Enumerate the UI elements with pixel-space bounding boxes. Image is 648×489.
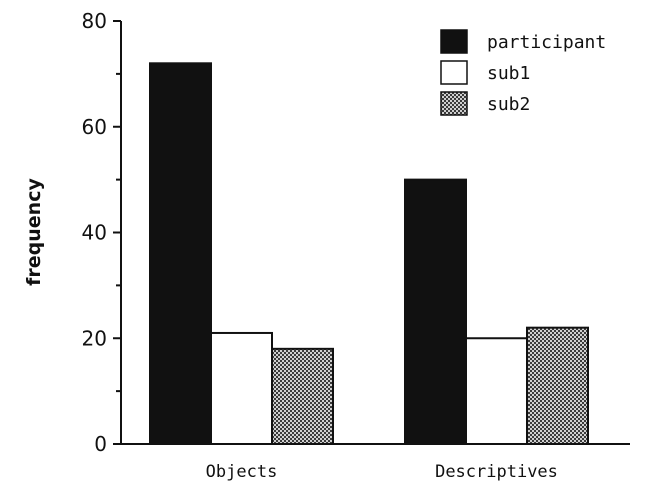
y-axis-ticks: 0 20 40 60 80	[82, 9, 121, 456]
y-tick-label: 0	[94, 432, 107, 456]
bars	[149, 62, 589, 446]
bar-sub1-descriptives	[465, 337, 528, 445]
legend-label-sub1: sub1	[487, 63, 530, 84]
x-category-label: Objects	[206, 462, 278, 482]
bar-sub2-descriptives	[526, 326, 589, 445]
legend-swatch-sub2	[440, 91, 468, 116]
y-axis-title: frequency	[23, 178, 45, 286]
legend-label-participant: participant	[487, 32, 606, 53]
x-category-label: Descriptives	[435, 462, 558, 482]
y-tick-label: 20	[82, 326, 107, 350]
legend-swatch-participant	[440, 29, 468, 54]
legend-label-sub2: sub2	[487, 94, 530, 115]
y-tick-label: 40	[82, 221, 107, 245]
bar-sub2-objects	[271, 347, 334, 446]
bar-participant-objects	[149, 62, 212, 446]
category-labels: Objects Descriptives	[206, 462, 558, 482]
legend-swatch-sub1	[440, 60, 468, 85]
axes	[120, 21, 630, 445]
y-tick-label: 80	[82, 9, 107, 33]
legend: participant sub1 sub2	[440, 29, 606, 116]
bar-participant-descriptives	[404, 178, 467, 445]
y-tick-label: 60	[82, 115, 107, 139]
bar-sub1-objects	[210, 331, 273, 445]
